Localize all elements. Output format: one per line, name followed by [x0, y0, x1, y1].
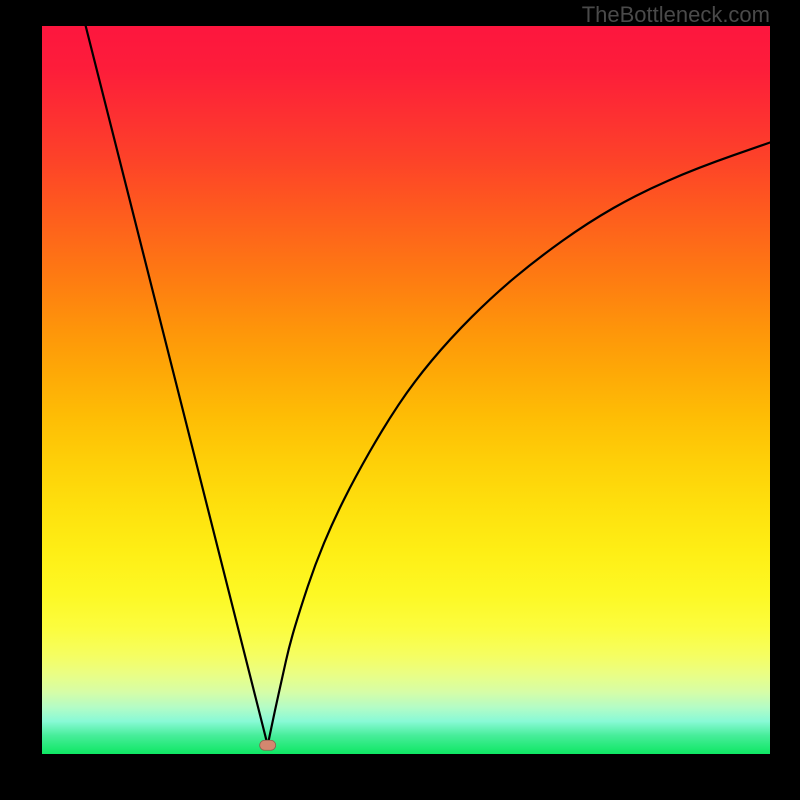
plot-svg	[42, 26, 770, 754]
optimal-point-marker	[260, 740, 276, 750]
gradient-background	[42, 26, 770, 754]
watermark-text: TheBottleneck.com	[582, 2, 770, 28]
chart-container: TheBottleneck.com	[0, 0, 800, 800]
plot-area	[42, 26, 770, 754]
